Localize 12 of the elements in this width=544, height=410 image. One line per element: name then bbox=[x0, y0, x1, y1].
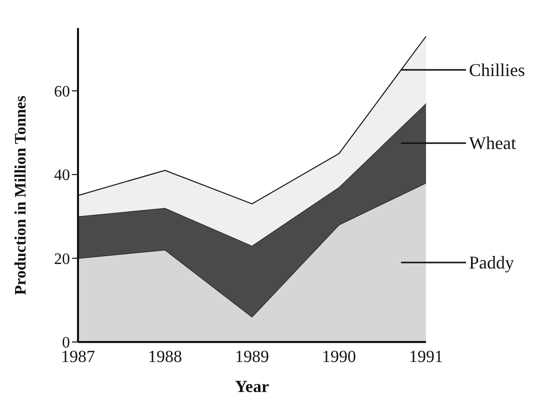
x-tick-label: 1991 bbox=[409, 347, 443, 366]
legend-label: Chillies bbox=[469, 60, 526, 80]
y-axis-title: Production in Million Tonnes bbox=[12, 96, 30, 295]
x-tick-label: 1990 bbox=[322, 347, 356, 366]
legend-label: Wheat bbox=[469, 133, 516, 154]
x-tick-label: 1988 bbox=[148, 347, 182, 366]
y-tick-label: 40 bbox=[54, 167, 70, 184]
x-axis-title: Year bbox=[235, 377, 270, 396]
legend-label: Paddy bbox=[469, 252, 514, 272]
y-tick-label: 60 bbox=[54, 83, 70, 100]
x-tick-label: 1989 bbox=[235, 347, 269, 366]
y-tick-label: 20 bbox=[54, 250, 70, 268]
